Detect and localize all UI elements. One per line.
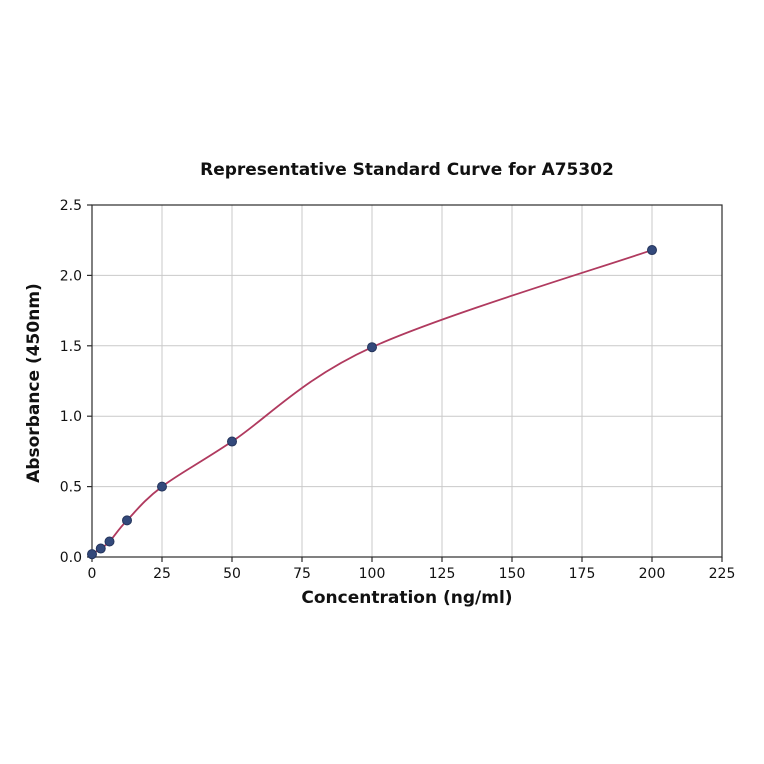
x-tick-label: 50 — [223, 566, 241, 582]
y-tick-label: 1.0 — [60, 409, 82, 425]
data-point — [87, 549, 97, 560]
data-point — [647, 245, 657, 256]
y-axis-label: Absorbance (450nm) — [24, 283, 44, 483]
x-tick-label: 225 — [709, 566, 736, 582]
data-point — [122, 515, 132, 526]
data-point — [227, 436, 237, 447]
y-tick-label: 2.0 — [60, 268, 82, 284]
x-tick-label: 75 — [293, 566, 311, 582]
x-tick-label: 0 — [88, 566, 97, 582]
x-tick-label: 25 — [153, 566, 171, 582]
y-tick-label: 0.0 — [60, 550, 82, 566]
x-tick-label: 150 — [499, 566, 526, 582]
y-tick-label: 0.5 — [60, 480, 82, 496]
x-tick-label: 125 — [429, 566, 456, 582]
x-tick-label: 175 — [569, 566, 596, 582]
x-tick-label: 100 — [359, 566, 386, 582]
chart-title: Representative Standard Curve for A75302 — [200, 160, 614, 180]
x-axis-label: Concentration (ng/ml) — [301, 588, 513, 608]
data-point — [104, 536, 115, 547]
data-point — [157, 481, 167, 492]
data-point — [95, 543, 106, 554]
plot-border — [91, 204, 723, 558]
data-point — [367, 342, 377, 353]
y-tick-label: 1.5 — [60, 339, 82, 355]
x-tick-label: 200 — [639, 566, 666, 582]
y-tick-label: 2.5 — [60, 198, 82, 214]
